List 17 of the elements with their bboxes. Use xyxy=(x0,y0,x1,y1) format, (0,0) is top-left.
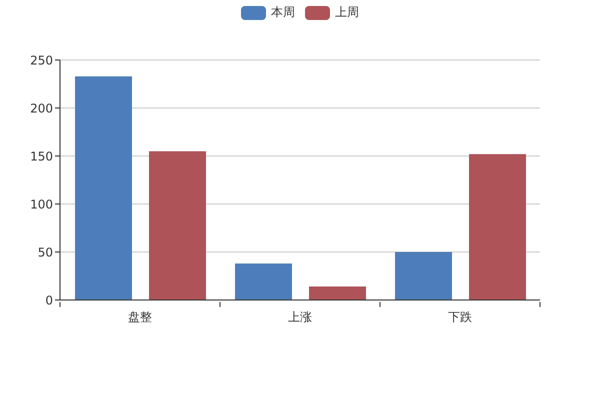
y-tick-label: 100 xyxy=(30,197,53,212)
y-tick-label: 200 xyxy=(30,101,53,116)
bar xyxy=(309,286,366,300)
y-tick-label: 50 xyxy=(38,245,53,260)
bar xyxy=(75,76,132,300)
y-tick-label: 150 xyxy=(30,149,53,164)
x-tick-label: 上涨 xyxy=(288,310,312,324)
x-tick-label: 下跌 xyxy=(448,310,472,324)
legend-label: 上周 xyxy=(335,4,359,21)
legend-label: 本周 xyxy=(271,4,295,21)
bar xyxy=(469,154,526,300)
y-tick-label: 250 xyxy=(30,53,53,68)
bar xyxy=(149,151,206,300)
bar xyxy=(395,252,452,300)
y-tick-label: 0 xyxy=(45,293,53,308)
x-tick-label: 盘整 xyxy=(128,310,152,324)
bar xyxy=(235,264,292,300)
